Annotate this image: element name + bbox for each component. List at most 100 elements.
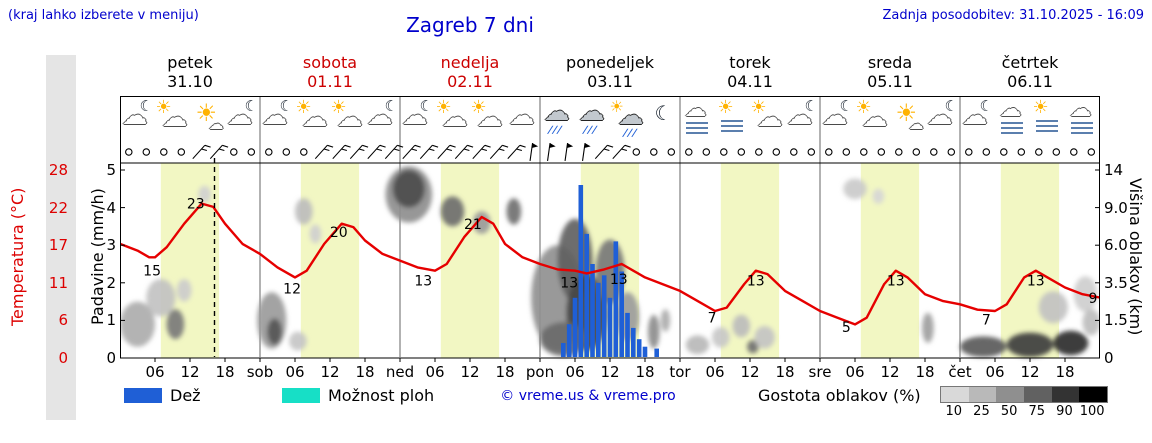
density-tick: 100 [1079,404,1105,419]
moon-glyph: ☾ [419,97,433,115]
cloud-density-label: Gostota oblakov (%) [758,386,921,405]
cloud-glyph: ☁ [441,103,468,133]
cloud-icon: ☁ [505,99,541,143]
sun-cloud-icon: ☀ ☁ [295,99,331,143]
x-axis-tick: 12 [1020,363,1040,381]
cloud-glyph: ☁ [684,97,707,122]
precipitation-tick: 4 [106,198,116,217]
cloud-height-tick: 0 [1104,349,1114,367]
svg-text:9: 9 [1089,291,1098,307]
showers-legend-swatch [282,388,320,403]
precipitation-axis-ticks: 5 4 3 2 1 0 [90,0,116,443]
cloud-glyph: ☁ [861,103,888,133]
temperature-tick: 28 [48,161,68,179]
moon-glyph: ☾ [804,97,818,115]
showers-legend-label: Možnost ploh [328,386,435,405]
precipitation-tick: 0 [106,349,116,367]
moon-cloud-icon: ☾ ☁ [260,99,296,143]
x-axis-tick: 18 [915,363,935,381]
fog-glyph [1070,122,1093,137]
last-update-timestamp: Zadnja posodobitev: 31.10.2025 - 16:09 [882,8,1144,23]
fog-icon: ☁ [995,99,1031,143]
svg-text:13: 13 [414,274,432,290]
x-axis-tick: tor [669,363,691,381]
x-axis-tick: 12 [600,363,620,381]
cloud-glyph: ☁ [261,101,288,131]
cloud-density-scale [940,386,1108,403]
location-hint: (kraj lahko izberete v meniju) [8,8,199,23]
cloud dark-glyph: ☁ [578,97,605,127]
temperature-line [120,202,1100,326]
sun-cloud-icon: ☀ ☁ [330,99,366,143]
day-header-četrtek: četrtek 06.11 [1001,53,1059,91]
moon-glyph: ☾ [979,97,993,115]
sun-cloud-icon: ☀ ☁ [435,99,471,143]
svg-text:15: 15 [143,263,161,279]
cloud-height-axis-label: Višina oblakov (km) [1126,148,1145,366]
cloud-glyph: ☁ [508,101,535,131]
svg-text:13: 13 [610,272,628,288]
cloud-height-tick: 9.0 [1104,198,1128,217]
fog-glyph [720,120,743,135]
fog-icon: ☁ [1065,99,1101,143]
svg-text:20: 20 [330,225,348,241]
cloud-glyph: ☁ [756,103,783,133]
cloud dark-glyph: ☁ [543,97,570,127]
cloud-height-tick: 3.5 [1104,273,1128,292]
x-axis-tick: 06 [285,363,305,381]
daylight-bands [160,163,1060,358]
x-axis-tick: 06 [985,363,1005,381]
temperature-tick: 11 [48,273,68,292]
fog-icon: ☁ [680,99,716,143]
x-axis-tick: sre [808,363,832,381]
weather-icons-row: ☾ ☁ ☀ ☁ ☀ ☁ ☾ ☁ ☾ ☁ ☀ ☁ ☀ ☁ ☾ ☁ ☾ ☁ ☀ ☁ ☀ ☁ ☁ ☁///☁///☀ ☁///☾ ☁ ☀ ☀… [120,97,1100,145]
precipitation-tick: 5 [106,161,116,179]
moon-glyph: ☾ [944,97,958,115]
moon-glyph: ☾ [384,97,398,115]
x-axis-tick: sob [246,363,274,381]
cloud-glyph: ☁ [961,101,988,131]
temperature-value-labels: 15 23 12 20 13 21 13 13 7 13 5 13 7 13 9 [143,196,1097,335]
day-header-torek: torek 04.11 [727,53,773,91]
left-gutter [46,55,76,420]
page-title: Zagreb 7 dni [406,13,534,37]
svg-text:13: 13 [887,274,905,290]
sun-glyph: ☀ [330,97,347,118]
sun-glyph: ☀ [435,97,452,118]
x-axis-tick: 18 [495,363,515,381]
copyright-link[interactable]: © vreme.us & vreme.pro [500,388,676,404]
sun-cloud-icon: ☀ ☁ [470,99,506,143]
fog-sun-icon: ☀ [715,99,751,143]
x-axis-tick: 06 [145,363,165,381]
svg-text:12: 12 [283,282,301,298]
moon-cloud-icon: ☾ ☁ [785,99,821,143]
temperature-tick: 17 [48,236,68,255]
day-headers: petek 31.10 sobota 01.11 nedelja 02.11 ponedel… [120,53,1100,93]
sun-cloud-icon: ☀ ☁ [155,99,191,143]
cloud-height-axis-ticks: 14 9.0 6.0 3.5 1.5 0 [1104,0,1140,443]
precipitation-tick: 3 [106,236,116,255]
sun-glyph: ☀ [609,97,624,116]
moon-glyph: ☾ [654,101,673,125]
x-axis-tick: 12 [180,363,200,381]
cloud-glyph: ☁ [1069,97,1092,122]
cloud-glyph: ☁ [301,103,328,133]
svg-text:23: 23 [187,196,205,212]
sun-icon: ☀ ☁ [190,99,226,143]
x-axis-tick: 18 [215,363,235,381]
cloud-glyph: ☁ [121,101,148,131]
day-header-petek: petek 31.10 [167,53,213,91]
sun-glyph: ☀ [717,97,734,118]
precipitation-tick: 1 [106,311,116,330]
density-tick: 10 [945,404,963,419]
cloud-glyph: ☁ [999,97,1022,122]
cloud-glyph: ☁ [786,101,813,131]
moon-cloud-icon: ☾ ☁ [820,99,856,143]
meteogram-chart: 15 23 12 20 13 21 13 13 7 13 5 13 7 13 9 [120,96,1100,362]
cloud-glyph: ☁ [476,103,503,133]
sun-glyph: ☀ [895,99,918,127]
temperature-axis-label-text: Temperatura (°C) [8,187,27,327]
moon-cloud-icon: ☾ ☁ [225,99,261,143]
cloud-glyph: ☁ [401,101,428,131]
fog-glyph [1000,122,1023,137]
